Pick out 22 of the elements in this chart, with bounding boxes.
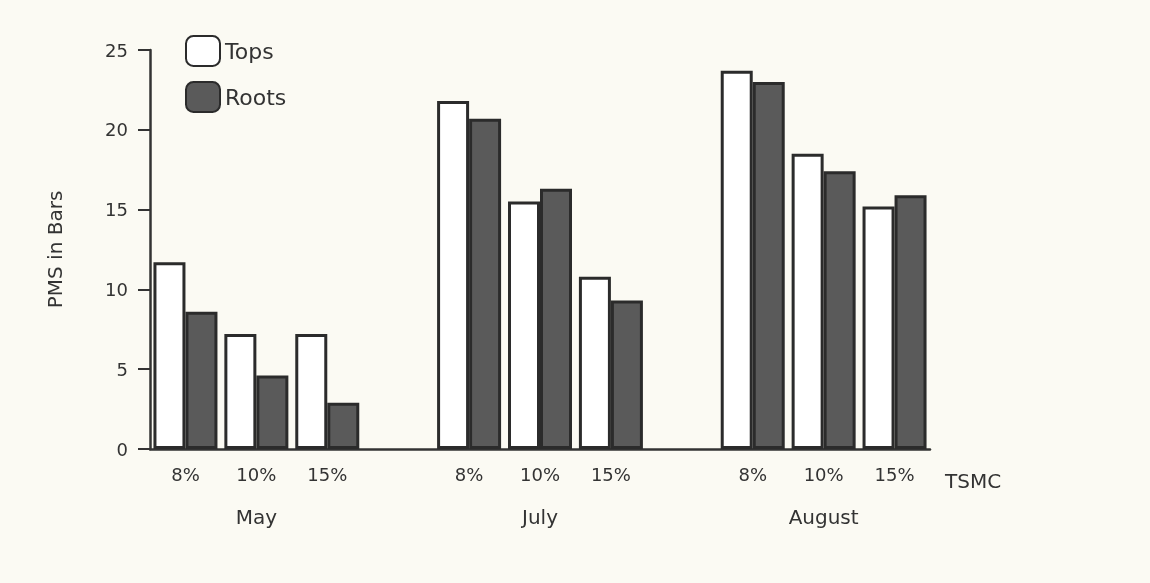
y-tick-label: 0 [116,438,128,460]
y-axis-title: PMS in Bars [43,190,67,309]
legend-label: Tops [224,38,274,64]
x-tick-label: 15% [590,463,631,485]
y-tick-label: 20 [105,119,128,141]
x-tick-label: 8% [738,463,768,485]
x-tick-label: 10% [519,463,561,485]
y-tick-label: 15 [105,199,128,221]
text: May [235,505,278,529]
x-tick-label: 15% [874,463,915,485]
text: July [520,505,559,529]
y-tick-label: 10 [105,278,128,300]
text: August [788,505,859,529]
y-tick-label: 25 [105,39,128,61]
x-axis-title: TSMC [944,469,1002,493]
legend-label: Roots [225,84,287,110]
x-tick-label: 8% [171,463,200,485]
y-tick-label: 5 [116,358,128,380]
x-tick-label: 15% [307,463,348,485]
x-tick-label: 10% [803,463,844,485]
x-tick-label: 8% [454,463,484,485]
x-tick-label: 10% [236,463,277,485]
